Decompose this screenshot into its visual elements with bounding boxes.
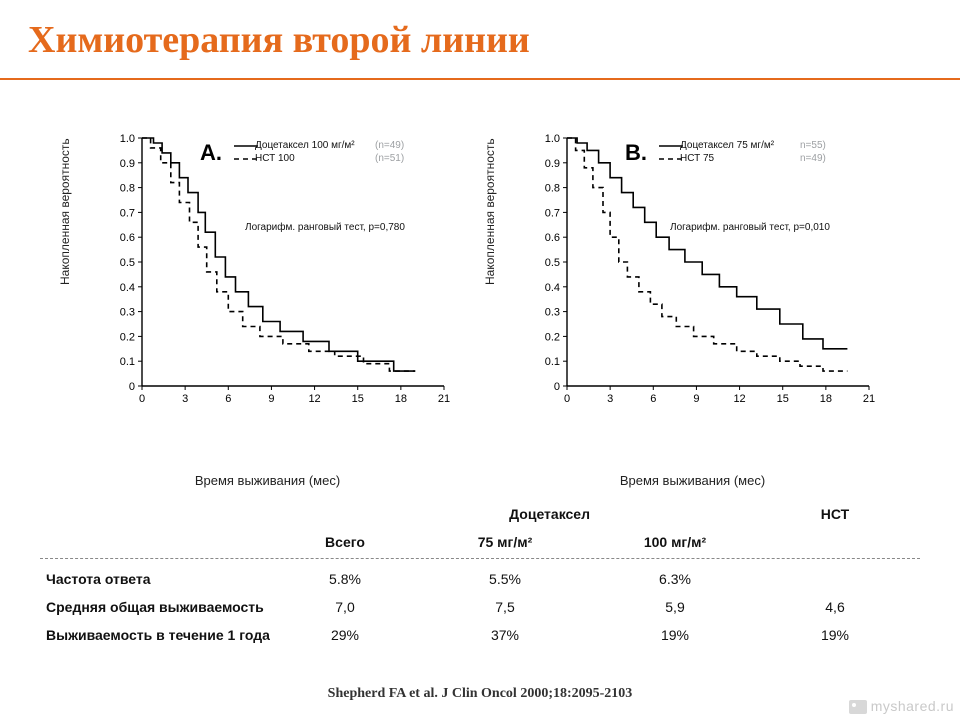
table-row: Средняя общая выживаемость 7,0 7,5 5,9 4… (40, 593, 920, 621)
chart-a-ylabel: Накопленная вероятность (58, 138, 72, 285)
svg-text:0.9: 0.9 (545, 158, 560, 170)
table-row: Частота ответа 5.8% 5.5% 6.3% (40, 565, 920, 593)
svg-text:6: 6 (225, 393, 231, 405)
chart-panel-b: Накопленная вероятность 00.10.20.30.40.5… (495, 130, 890, 460)
svg-text:0.1: 0.1 (545, 356, 560, 368)
table-col4-header: НСТ (760, 506, 910, 522)
chart-b-legend2: НСТ 75 (680, 153, 714, 164)
svg-text:0.6: 0.6 (545, 232, 560, 244)
chart-a-n1: (n=49) (375, 140, 404, 151)
svg-text:0.4: 0.4 (545, 282, 560, 294)
chart-a-n2: (n=51) (375, 153, 404, 164)
page-title: Химиотерапия второй линии (0, 0, 960, 62)
svg-text:1.0: 1.0 (120, 133, 135, 145)
svg-text:A.: A. (200, 140, 222, 165)
row1-v0: 7,0 (270, 599, 420, 615)
table-col3-header: 100 мг/м² (590, 534, 760, 550)
chart-a-xlabel: Время выживания (мес) (70, 473, 465, 488)
results-table: Доцетаксел НСТ Всего 75 мг/м² 100 мг/м² … (40, 500, 920, 649)
svg-text:3: 3 (607, 393, 613, 405)
svg-text:12: 12 (308, 393, 320, 405)
watermark: myshared.ru (849, 698, 954, 714)
chart-b-svg: 0 0.1 0.2 0.3 0.4 0.5 0.6 0.7 0.8 0.9 1.0 0 3 6 9 12 15 1… (535, 130, 875, 410)
chart-b-legend1: Доцетаксел 75 мг/м² (680, 140, 774, 151)
title-underline (0, 78, 960, 80)
citation: Shepherd FA et al. J Clin Oncol 2000;18:… (0, 686, 960, 702)
chart-a-svg: 0 0.1 0.2 0.3 0.4 0.5 0.6 0.7 0.8 0.9 1.0 0 3 6 9 12 15 1… (110, 130, 450, 410)
svg-text:0: 0 (129, 381, 135, 393)
row1-v3: 4,6 (760, 599, 910, 615)
row2-v1: 37% (420, 627, 590, 643)
chart-panel-a: Накопленная вероятность 00.10.20.30.40.5… (70, 130, 465, 460)
svg-text:15: 15 (352, 393, 364, 405)
row2-label: Выживаемость в течение 1 года (40, 627, 270, 643)
svg-text:3: 3 (182, 393, 188, 405)
chart-a-legend2: НСТ 100 (255, 153, 295, 164)
table-col2-header: 75 мг/м² (420, 534, 590, 550)
svg-text:12: 12 (733, 393, 745, 405)
camera-icon (849, 700, 867, 714)
svg-text:0.4: 0.4 (120, 282, 135, 294)
svg-text:18: 18 (395, 393, 407, 405)
svg-text:15: 15 (777, 393, 789, 405)
svg-text:0.9: 0.9 (120, 158, 135, 170)
chart-b-ylabel: Накопленная вероятность (483, 138, 497, 285)
svg-text:9: 9 (268, 393, 274, 405)
svg-text:0.3: 0.3 (120, 307, 135, 319)
row2-v2: 19% (590, 627, 760, 643)
svg-text:B.: B. (625, 140, 647, 165)
table-header-group-row: Доцетаксел НСТ (40, 500, 920, 528)
svg-text:0.7: 0.7 (120, 207, 135, 219)
svg-text:0.8: 0.8 (120, 183, 135, 195)
charts-row: Накопленная вероятность 0 0.1 0.2 0.3 0.4 0.5… (70, 130, 890, 460)
chart-a-testnote: Логарифм. ранговый тест, p=0,780 (245, 222, 405, 233)
table-row: Выживаемость в течение 1 года 29% 37% 19… (40, 621, 920, 649)
table-separator (40, 558, 920, 559)
chart-b-xlabel: Время выживания (мес) (495, 473, 890, 488)
row2-v0: 29% (270, 627, 420, 643)
svg-text:0.8: 0.8 (545, 183, 560, 195)
svg-text:0: 0 (139, 393, 145, 405)
svg-text:0.6: 0.6 (120, 232, 135, 244)
svg-text:0.7: 0.7 (545, 207, 560, 219)
row0-v0: 5.8% (270, 571, 420, 587)
watermark-text: myshared.ru (871, 698, 954, 714)
table-header-row: Всего 75 мг/м² 100 мг/м² (40, 528, 920, 556)
row0-v1: 5.5% (420, 571, 590, 587)
row1-v1: 7,5 (420, 599, 590, 615)
svg-text:0.3: 0.3 (545, 307, 560, 319)
svg-text:9: 9 (693, 393, 699, 405)
svg-text:18: 18 (820, 393, 832, 405)
chart-b-testnote: Логарифм. ранговый тест, p=0,010 (670, 222, 830, 233)
row1-label: Средняя общая выживаемость (40, 599, 270, 615)
svg-text:0.5: 0.5 (545, 257, 560, 269)
table-col1-header: Всего (270, 534, 420, 550)
chart-b-n1: n=55) (800, 140, 826, 151)
table-header-group: Доцетаксел (420, 506, 590, 522)
svg-text:0.2: 0.2 (120, 331, 135, 343)
row0-label: Частота ответа (40, 571, 270, 587)
svg-text:0.5: 0.5 (120, 257, 135, 269)
svg-text:0: 0 (564, 393, 570, 405)
svg-text:6: 6 (650, 393, 656, 405)
svg-text:0.1: 0.1 (120, 356, 135, 368)
svg-text:21: 21 (863, 393, 875, 405)
svg-text:0: 0 (554, 381, 560, 393)
chart-a-legend1: Доцетаксел 100 мг/м² (255, 140, 355, 151)
svg-text:21: 21 (438, 393, 450, 405)
svg-text:1.0: 1.0 (545, 133, 560, 145)
row1-v2: 5,9 (590, 599, 760, 615)
svg-text:0.2: 0.2 (545, 331, 560, 343)
row2-v3: 19% (760, 627, 910, 643)
chart-b-n2: n=49) (800, 153, 826, 164)
row0-v2: 6.3% (590, 571, 760, 587)
